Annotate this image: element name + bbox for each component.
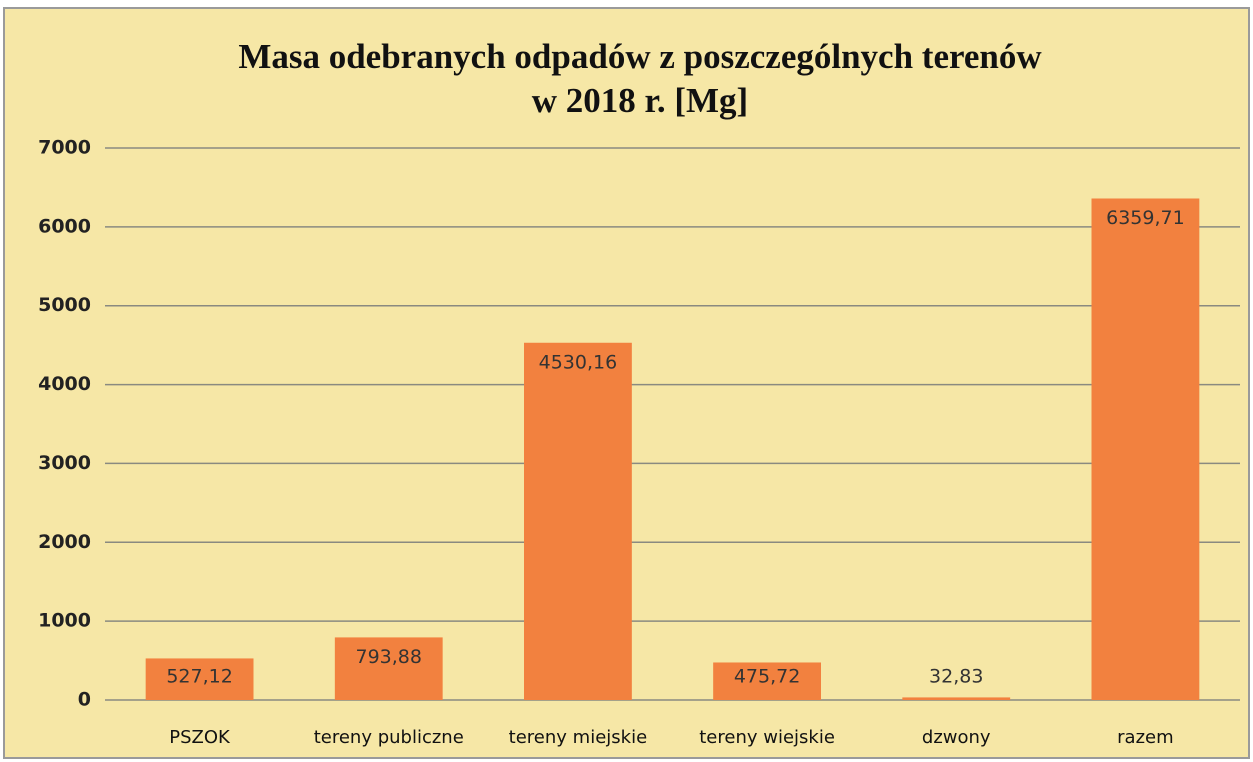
x-tick-label: PSZOK: [169, 727, 231, 748]
x-tick-label: tereny wiejskie: [699, 727, 835, 748]
x-tick-label: razem: [1117, 727, 1174, 748]
x-tick-label: dzwony: [922, 727, 991, 748]
y-tick-label: 1000: [38, 610, 91, 632]
y-tick-label: 4000: [38, 373, 91, 395]
value-label: 4530,16: [539, 351, 618, 373]
y-tick-label: 0: [78, 689, 91, 711]
value-label: 475,72: [734, 666, 800, 688]
bar: [713, 662, 821, 700]
x-tick-label: tereny miejskie: [509, 727, 647, 748]
bar: [1091, 198, 1200, 700]
chart-title: w 2018 r. [Mg]: [532, 81, 748, 120]
chart-title: Masa odebranych odpadów z poszczególnych…: [238, 37, 1042, 76]
y-tick-label: 5000: [38, 294, 91, 316]
y-tick-label: 7000: [38, 137, 91, 159]
value-label: 793,88: [356, 646, 422, 668]
bar: [334, 637, 443, 700]
bar: [145, 658, 254, 700]
y-tick-label: 3000: [38, 452, 91, 474]
value-label: 527,12: [166, 666, 232, 688]
bar: [902, 697, 1011, 700]
x-tick-label: tereny publiczne: [314, 727, 464, 748]
y-tick-label: 6000: [38, 215, 91, 237]
value-label: 32,83: [929, 666, 983, 688]
bar: [524, 342, 632, 700]
y-tick-label: 2000: [38, 531, 91, 553]
value-label: 6359,71: [1106, 207, 1185, 229]
